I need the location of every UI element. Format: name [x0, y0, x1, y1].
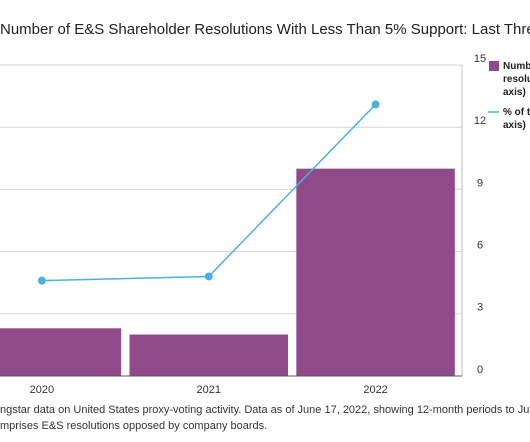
legend-label: Numbe resolu axis): [503, 61, 530, 98]
chart-title: Number of E&S Shareholder Resolutions Wi…: [0, 21, 530, 38]
x-tick-label: 2020: [30, 384, 54, 396]
x-tick-label: 2021: [197, 384, 221, 396]
y2-tick-label: 3: [477, 302, 483, 314]
line-point: [204, 272, 213, 281]
legend-line: axis): [503, 87, 526, 98]
y2-tick-label: 0: [477, 364, 483, 376]
bar: [296, 168, 455, 376]
y2-tick-label: 9: [477, 177, 483, 189]
bar: [129, 334, 288, 376]
legend-swatch: [489, 61, 499, 71]
y2-tick-label: 6: [477, 240, 483, 252]
legend-line: resolu: [503, 74, 530, 85]
y2-tick-label: 15: [474, 53, 486, 65]
y2-tick-label: 12: [474, 115, 486, 127]
line-point: [371, 100, 380, 109]
footnote: mprises E&S resolutions opposed by compa…: [0, 420, 267, 432]
footnote: ngstar data on United States proxy-votin…: [0, 404, 530, 416]
line-point: [37, 276, 46, 285]
bar: [0, 328, 122, 376]
legend-line: % of te: [503, 107, 530, 118]
legend-line: axis): [503, 120, 526, 131]
x-tick-label: 2022: [363, 384, 387, 396]
legend-line: Numbe: [503, 61, 530, 72]
legend-label: % of te axis): [503, 107, 530, 131]
